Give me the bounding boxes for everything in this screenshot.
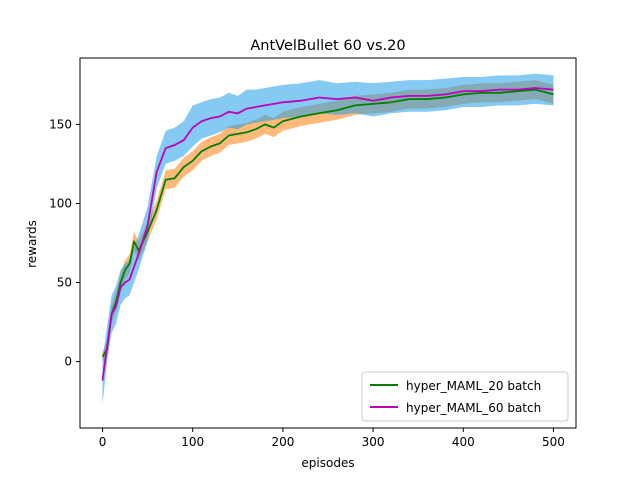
series-lines bbox=[101, 87, 554, 381]
plot-area-frame bbox=[79, 57, 577, 429]
band-series-1 bbox=[102, 73, 554, 405]
x-tick-label: 400 bbox=[452, 435, 475, 449]
x-tick-label: 500 bbox=[542, 435, 565, 449]
line-series-1 bbox=[101, 87, 554, 381]
legend: hyper_MAML_20 batch hyper_MAML_60 batch bbox=[361, 371, 569, 422]
chart-title: AntVelBullet 60 vs.20 bbox=[250, 38, 405, 54]
legend-label-60-batch: hyper_MAML_60 batch bbox=[406, 401, 541, 415]
axis-ticks: 0 100 200 300 400 500 0 50 100 150 bbox=[49, 117, 565, 449]
y-tick-label: 50 bbox=[57, 276, 72, 290]
x-tick-label: 100 bbox=[181, 435, 204, 449]
y-axis-label: rewards bbox=[25, 220, 39, 268]
band-series-0 bbox=[102, 80, 554, 362]
x-tick-label: 300 bbox=[362, 435, 385, 449]
x-tick-label: 200 bbox=[271, 435, 294, 449]
y-tick-label: 150 bbox=[49, 117, 72, 131]
legend-label-20-batch: hyper_MAML_20 batch bbox=[406, 379, 541, 393]
confidence-bands bbox=[102, 73, 554, 405]
x-axis-label: episodes bbox=[301, 456, 354, 470]
legend-box bbox=[361, 371, 569, 422]
y-tick-label: 100 bbox=[49, 196, 72, 210]
x-tick-label: 0 bbox=[99, 435, 107, 449]
line-series-0 bbox=[101, 88, 554, 358]
y-tick-label: 0 bbox=[64, 355, 72, 369]
